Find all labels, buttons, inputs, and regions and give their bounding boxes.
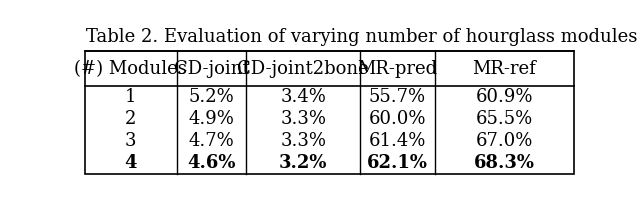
Text: 4.6%: 4.6% bbox=[187, 154, 236, 172]
Text: 62.1%: 62.1% bbox=[367, 154, 428, 172]
Text: MR-ref: MR-ref bbox=[472, 60, 536, 78]
Text: 60.0%: 60.0% bbox=[369, 110, 426, 128]
Text: 3: 3 bbox=[125, 132, 136, 150]
Text: CD-joint: CD-joint bbox=[173, 60, 250, 78]
Text: 55.7%: 55.7% bbox=[369, 88, 426, 106]
Text: 5.2%: 5.2% bbox=[189, 88, 234, 106]
Text: 4.7%: 4.7% bbox=[189, 132, 234, 150]
Text: 60.9%: 60.9% bbox=[476, 88, 533, 106]
Text: 3.4%: 3.4% bbox=[280, 88, 326, 106]
Text: CD-joint2bone: CD-joint2bone bbox=[237, 60, 369, 78]
Text: 65.5%: 65.5% bbox=[476, 110, 532, 128]
Text: (#) Modules: (#) Modules bbox=[74, 60, 188, 78]
Text: 3.3%: 3.3% bbox=[280, 110, 326, 128]
Text: MR-pred: MR-pred bbox=[357, 60, 438, 78]
Text: 3.3%: 3.3% bbox=[280, 132, 326, 150]
Text: 4.9%: 4.9% bbox=[189, 110, 234, 128]
Text: Table 2. Evaluation of varying number of hourglass modules: Table 2. Evaluation of varying number of… bbox=[86, 28, 637, 47]
Text: 2: 2 bbox=[125, 110, 136, 128]
Text: 3.2%: 3.2% bbox=[279, 154, 328, 172]
Text: 67.0%: 67.0% bbox=[476, 132, 532, 150]
Text: 4: 4 bbox=[125, 154, 137, 172]
Text: 1: 1 bbox=[125, 88, 136, 106]
Text: 61.4%: 61.4% bbox=[369, 132, 426, 150]
Text: 68.3%: 68.3% bbox=[474, 154, 534, 172]
